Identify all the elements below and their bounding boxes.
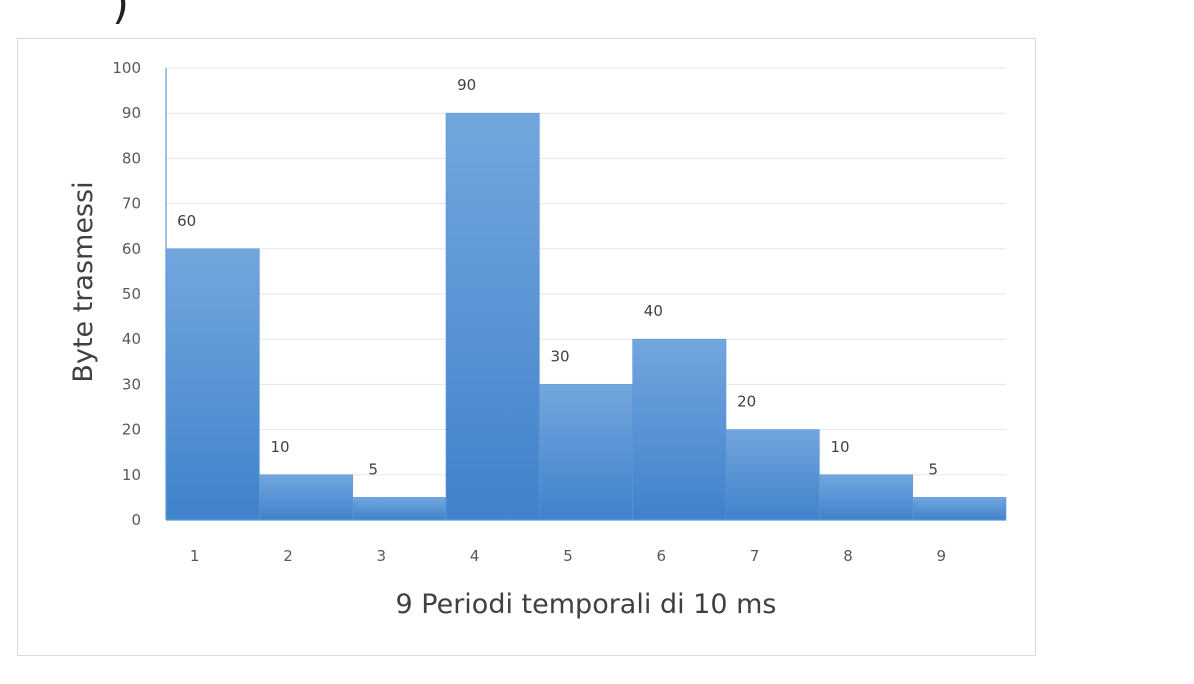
bar-4 [445,112,540,521]
data-label-3: 5 [369,460,379,478]
x-tick-label-7: 7 [750,547,760,565]
y-tick-label-20: 20 [122,421,141,439]
bar-1 [165,248,260,521]
bar-8 [819,474,913,521]
bar-6 [632,338,727,521]
bar-3 [352,497,447,521]
data-label-9: 5 [929,460,939,478]
axes [165,68,1006,521]
data-label-8: 10 [830,438,849,456]
x-tick-label-5: 5 [563,547,573,565]
x-tick-label-4: 4 [470,547,480,565]
x-tick-label-3: 3 [377,547,387,565]
x-tick-label-9: 9 [937,547,947,565]
x-tick-label-6: 6 [657,547,667,565]
x-tick-label-1: 1 [190,547,200,565]
x-tick-label-2: 2 [283,547,293,565]
data-label-7: 20 [737,393,756,411]
bar-7 [725,429,820,521]
bar-5 [539,384,633,521]
x-axis-title: 9 Periodi temporali di 10 ms [396,589,777,620]
data-label-1: 60 [177,212,196,230]
bar-9 [912,497,1007,521]
bars [165,112,1007,521]
y-tick-label-90: 90 [122,104,141,122]
y-tick-label-50: 50 [122,285,141,303]
data-label-6: 40 [644,302,663,320]
data-label-5: 30 [550,347,569,365]
partial-parenthesis-mark: ) [112,0,130,29]
bar-2 [259,474,353,521]
labels: 0 10 20 30 40 50 60 70 80 90 100 1 60 2 10 3 5 4 90 5 30 6 40 7… [112,59,946,565]
y-tick-label-30: 30 [122,375,141,393]
y-tick-label-70: 70 [122,195,141,213]
data-label-2: 10 [270,438,289,456]
y-tick-label-40: 40 [122,330,141,348]
data-label-4: 90 [457,76,476,94]
x-tick-label-8: 8 [843,547,853,565]
y-tick-label-100: 100 [112,59,141,77]
y-axis-title: Byte trasmessi [68,181,99,382]
y-tick-label-10: 10 [122,466,141,484]
y-tick-label-80: 80 [122,149,141,167]
y-tick-label-0: 0 [131,511,141,529]
y-tick-label-60: 60 [122,240,141,258]
